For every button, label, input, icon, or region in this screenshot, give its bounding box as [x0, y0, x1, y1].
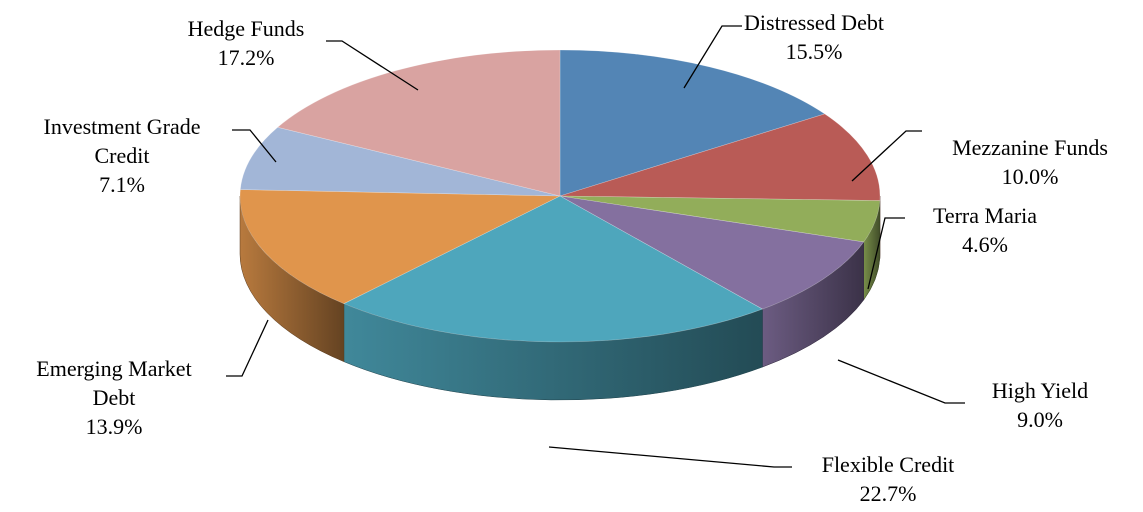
label-name-mezzanine-funds: Mezzanine Funds — [952, 135, 1108, 160]
side-emerging-market-debt — [239, 195, 345, 363]
pie-sides — [239, 195, 881, 401]
label-distressed-debt: Distressed Debt 15.5% — [744, 10, 884, 64]
label-value-investment-grade-credit: 7.1% — [99, 172, 145, 197]
label-mezzanine-funds: Mezzanine Funds 10.0% — [952, 135, 1108, 189]
label-name-high-yield: High Yield — [992, 378, 1088, 403]
leader-investment-grade-credit — [232, 129, 277, 163]
label-name-emerging-market-debt: Emerging Market — [36, 356, 191, 381]
label-high-yield: High Yield 9.0% — [992, 378, 1088, 432]
label-name-distressed-debt: Distressed Debt — [744, 10, 884, 35]
label-flexible-credit: Flexible Credit 22.7% — [822, 452, 955, 506]
leader-lines — [226, 25, 965, 468]
leader-hedge-funds — [326, 40, 419, 91]
label-value-terra-maria: 4.6% — [962, 232, 1008, 257]
pie-tops — [239, 49, 881, 343]
label-name-emerging-market-debt: Debt — [93, 385, 136, 410]
leader-mezzanine-funds — [851, 130, 922, 182]
label-value-hedge-funds: 17.2% — [218, 45, 275, 70]
label-name-flexible-credit: Flexible Credit — [822, 452, 955, 477]
slice-emerging-market-debt — [239, 189, 561, 305]
label-terra-maria: Terra Maria 4.6% — [933, 203, 1037, 257]
label-value-distressed-debt: 15.5% — [786, 39, 843, 64]
label-investment-grade-credit: Investment Grade Credit 7.1% — [44, 114, 201, 197]
slice-terra-maria — [559, 195, 881, 243]
leader-flexible-credit — [548, 446, 792, 468]
leader-emerging-market-debt — [226, 319, 269, 377]
leader-terra-maria — [867, 217, 905, 290]
slice-labels: Distressed Debt 15.5% Mezzanine Funds 10.0%… — [36, 10, 1108, 506]
label-value-high-yield: 9.0% — [1017, 407, 1063, 432]
label-name-terra-maria: Terra Maria — [933, 203, 1037, 228]
leader-distressed-debt — [683, 25, 742, 89]
label-name-hedge-funds: Hedge Funds — [188, 16, 305, 41]
slice-mezzanine-funds — [559, 113, 881, 201]
slice-investment-grade-credit — [239, 126, 561, 197]
label-emerging-market-debt: Emerging Market Debt 13.9% — [36, 356, 191, 439]
slice-flexible-credit — [343, 195, 764, 343]
slice-distressed-debt — [559, 49, 826, 197]
leader-high-yield — [837, 359, 965, 404]
label-value-mezzanine-funds: 10.0% — [1002, 164, 1059, 189]
slice-high-yield — [559, 195, 865, 310]
label-hedge-funds: Hedge Funds 17.2% — [188, 16, 305, 70]
label-name-investment-grade-credit: Credit — [95, 143, 150, 168]
label-value-emerging-market-debt: 13.9% — [86, 414, 143, 439]
label-value-flexible-credit: 22.7% — [860, 481, 917, 506]
slice-hedge-funds — [277, 49, 561, 197]
label-name-investment-grade-credit: Investment Grade — [44, 114, 201, 139]
